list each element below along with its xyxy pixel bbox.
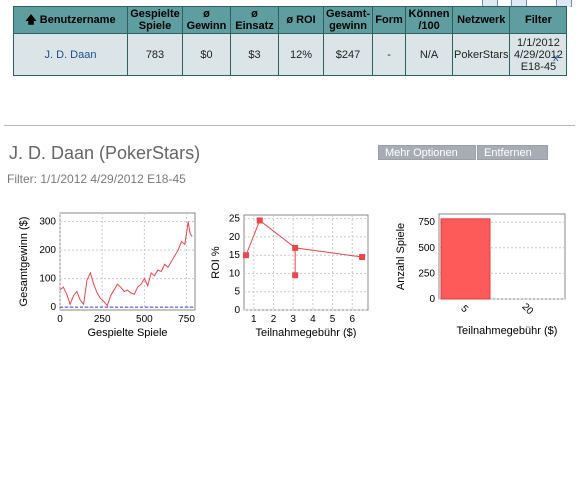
y-axis-title: ROI % xyxy=(210,246,222,279)
y-tick-label: 750 xyxy=(418,217,435,228)
x-tick-label: 500 xyxy=(136,314,153,325)
roi-point xyxy=(292,244,299,251)
y-tick-label: 200 xyxy=(39,245,56,256)
x-tick-label: 20 xyxy=(519,301,535,317)
x-tick-label: 4 xyxy=(310,314,316,325)
roi-point xyxy=(242,252,249,259)
x-axis-title: Teilnahmegebühr ($) xyxy=(256,327,357,338)
y-tick-label: 300 xyxy=(39,217,56,228)
plot-area xyxy=(59,212,196,311)
y-tick-label: 500 xyxy=(418,243,435,254)
section-divider xyxy=(4,125,575,126)
remove-row-x[interactable]: x xyxy=(553,52,559,64)
roi-point xyxy=(292,272,299,279)
x-tick-label: 750 xyxy=(178,314,195,325)
table-row[interactable]: J. D. Daan 783 $0 $3 12% $247 - N/A Poke… xyxy=(13,33,568,76)
cell-avg-stake: $3 xyxy=(230,33,279,76)
player-filter: Filter: 1/1/2012 4/29/2012 E18-45 xyxy=(7,172,186,186)
remove-button[interactable]: Entfernen xyxy=(477,145,548,160)
x-tick-label: 5 xyxy=(458,303,470,315)
roi-point xyxy=(359,254,366,261)
col-avg-stake[interactable]: ø Einsatz xyxy=(230,6,279,34)
y-tick-label: 10 xyxy=(229,268,241,279)
cell-form: - xyxy=(372,33,407,76)
col-skill[interactable]: Können /100 xyxy=(405,6,454,34)
y-tick-label: 15 xyxy=(229,250,241,261)
col-avg-roi[interactable]: ø ROI xyxy=(278,6,324,34)
y-tick-label: 0 xyxy=(50,302,56,313)
y-tick-label: 250 xyxy=(418,268,435,279)
filter-line: E18-45 xyxy=(520,60,557,73)
filter-line: 1/1/2012 xyxy=(517,36,560,49)
cell-avg-win: $0 xyxy=(182,33,231,76)
x-tick-label: 250 xyxy=(94,314,111,325)
y-tick-label: 0 xyxy=(234,305,240,316)
col-network[interactable]: Netzwerk xyxy=(452,6,511,34)
cell-username[interactable]: J. D. Daan xyxy=(13,33,128,76)
sort-up-icon[interactable]: 🡅 xyxy=(25,14,37,26)
y-tick-label: 20 xyxy=(229,232,241,243)
col-total-win[interactable]: Gesamt-gewinn xyxy=(322,6,374,34)
refresh-icon[interactable] xyxy=(556,0,572,7)
games-chart: 0 250 500 750 5 20 Anzahl Spiele Teilnahmegebüh… xyxy=(395,213,566,337)
plot-area xyxy=(243,214,369,311)
col-avg-win[interactable]: ø Gewinn xyxy=(182,6,231,34)
stats-table: 🡅 Benutzername Gespielte Spiele ø Gewinn… xyxy=(13,6,568,76)
y-axis-title: Gesamtgewinn ($) xyxy=(18,217,30,307)
cell-games: 783 xyxy=(127,33,183,76)
roi-point xyxy=(256,217,263,224)
cell-skill: N/A xyxy=(405,33,454,76)
cell-total-win: $247 xyxy=(322,33,374,76)
x-tick-label: 1 xyxy=(251,314,257,325)
filter-line: 4/29/2012 xyxy=(513,48,563,61)
x-tick-label: 0 xyxy=(57,314,63,325)
profit-series-line xyxy=(59,221,193,307)
cell-avg-roi: 12% xyxy=(278,33,324,76)
export-icon[interactable] xyxy=(482,0,498,7)
x-tick-label: 2 xyxy=(271,314,277,325)
y-tick-label: 5 xyxy=(234,287,240,298)
x-axis-title: Gespielte Spiele xyxy=(87,327,167,338)
player-title: J. D. Daan (PokerStars) xyxy=(9,143,201,163)
y-tick-label: 25 xyxy=(229,214,241,225)
x-axis-title: Teilnahmegebühr ($) xyxy=(457,325,558,337)
y-tick-label: 100 xyxy=(39,274,56,285)
games-bar xyxy=(440,218,491,300)
toolbar-icons xyxy=(476,0,579,7)
col-form[interactable]: Form xyxy=(372,6,407,34)
x-tick-label: 5 xyxy=(330,314,336,325)
y-tick-label: 0 xyxy=(429,294,435,305)
col-filter[interactable]: Filter xyxy=(509,6,568,34)
roi-chart: 0 5 10 15 20 25 1 2 3 4 5 6 ROI % Teilnahmegebühr ($) xyxy=(210,214,369,338)
table-header-row: 🡅 Benutzername Gespielte Spiele ø Gewinn… xyxy=(13,6,568,34)
col-username[interactable]: 🡅 Benutzername xyxy=(13,6,128,34)
x-tick-label: 3 xyxy=(290,314,296,325)
cell-filter: 1/1/2012 4/29/2012 E18-45 xyxy=(509,33,568,76)
roi-series-line xyxy=(245,219,363,276)
x-tick-label: 6 xyxy=(349,314,355,325)
print-icon[interactable] xyxy=(511,0,527,7)
cell-network: PokerStars xyxy=(452,33,511,76)
col-games[interactable]: Gespielte Spiele xyxy=(127,6,183,34)
more-options-button[interactable]: Mehr Optionen xyxy=(378,145,476,160)
profit-chart: 0 100 200 300 0 250 500 750 Gesamtgewinn ($) Gesp… xyxy=(18,212,196,338)
y-axis-title: Anzahl Spiele xyxy=(395,223,407,290)
